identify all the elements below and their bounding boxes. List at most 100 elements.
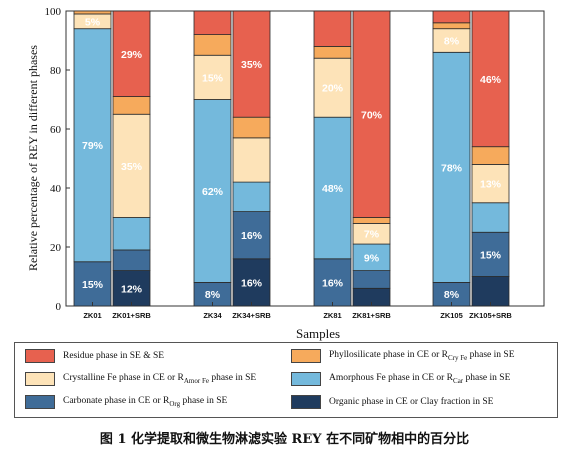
- data-label: 8%: [205, 289, 221, 301]
- legend-label: Phyllosilicate phase in CE or RCry Fe ph…: [329, 350, 515, 362]
- y-ticks: 0 20 40 60 80 100: [45, 6, 70, 313]
- data-label: 78%: [441, 162, 463, 174]
- legend-item-organic: Organic phase in CE or Clay fraction in …: [291, 395, 493, 409]
- bar-segment-carbonate: [112, 249, 151, 271]
- data-label: 35%: [241, 59, 263, 71]
- bar-segment-phyllosilicate: [471, 146, 510, 165]
- bar-segment-amorphous: [313, 116, 352, 260]
- bar-segment-crystalline: [471, 163, 510, 204]
- bar-segment-amorphous: [471, 202, 510, 233]
- bar-segment-residue: [313, 10, 352, 47]
- plot-border: [65, 10, 545, 307]
- data-labels: 15% 79% 5% 12% 35% 29% 8% 62% 15% 16% 16% 35% 16% 48%…: [82, 16, 502, 301]
- data-label: 16%: [241, 230, 263, 242]
- legend-swatch: [25, 395, 55, 409]
- legend-label: Crystalline Fe phase in CE or RAmor Fe p…: [63, 373, 257, 385]
- legend-swatch: [25, 372, 55, 386]
- data-label: 62%: [202, 186, 224, 198]
- x-tick-label: ZK34: [203, 311, 222, 320]
- bar-segment-phyllosilicate: [432, 22, 471, 30]
- bar-segment-residue: [112, 10, 151, 97]
- bars: [73, 10, 510, 307]
- data-label: 15%: [480, 249, 502, 261]
- data-label: 29%: [121, 49, 143, 61]
- bar-segment-residue: [352, 10, 391, 218]
- bar-segment-carbonate: [313, 258, 352, 307]
- data-label: 35%: [121, 161, 143, 173]
- legend-item-phyllosilicate: Phyllosilicate phase in CE or RCry Fe ph…: [291, 349, 515, 363]
- x-tick-label: ZK01+SRB: [112, 311, 151, 320]
- bar-segment-phyllosilicate: [232, 116, 271, 139]
- data-label: 15%: [202, 72, 224, 84]
- data-label: 13%: [480, 179, 502, 191]
- legend-swatch: [291, 395, 321, 409]
- legend-swatch: [291, 349, 321, 363]
- data-label: 16%: [241, 277, 263, 289]
- bar-segment-residue: [232, 10, 271, 118]
- x-tick-labels: ZK01 ZK01+SRB ZK34 ZK34+SRB ZK81 ZK81+SRB ZK10…: [83, 311, 512, 320]
- legend-label: Residue phase in SE & SE: [63, 351, 165, 361]
- y-tick-label: 80: [50, 65, 62, 77]
- bar-segment-phyllosilicate: [313, 46, 352, 59]
- bar-segment-crystalline: [112, 113, 151, 218]
- y-axis-label: Relative percentage of REY in different …: [26, 45, 40, 271]
- bar-segment-residue: [432, 10, 471, 24]
- legend-label: Organic phase in CE or Clay fraction in …: [329, 397, 494, 407]
- bar-segment-amorphous: [73, 28, 112, 263]
- legend-item-carbonate: Carbonate phase in CE or ROrg phase in S…: [25, 395, 227, 409]
- x-tick-label: ZK105: [440, 311, 463, 320]
- bar-segment-crystalline: [313, 57, 352, 118]
- y-tick-label: 100: [45, 6, 62, 18]
- data-label: 70%: [361, 109, 383, 121]
- data-label: 79%: [82, 140, 104, 152]
- bar-segment-carbonate: [73, 261, 112, 307]
- data-label: 12%: [121, 283, 143, 295]
- legend-label: Carbonate phase in CE or ROrg phase in S…: [63, 396, 228, 408]
- bar-segment-residue: [193, 10, 232, 36]
- figure-caption: 图 1 化学提取和微生物淋滤实验 REY 在不同矿物相中的百分比: [99, 432, 470, 447]
- bar-segment-crystalline: [193, 54, 232, 100]
- x-tick-label: ZK81+SRB: [352, 311, 391, 320]
- bar-segment-carbonate: [352, 270, 391, 289]
- legend: Residue phase in SE & SE Phyllosilicate p…: [14, 342, 558, 418]
- y-tick-label: 60: [50, 124, 62, 136]
- stacked-bar-chart: 0 20 40 60 80 100 15% 79% 5% 12% 35% 29% 8% 62% 15% 16…: [26, 6, 545, 341]
- bar-segment-amorphous: [232, 181, 271, 213]
- bar-segment-crystalline: [232, 137, 271, 183]
- data-label: 9%: [364, 252, 380, 264]
- data-label: 5%: [85, 16, 101, 28]
- y-tick-label: 20: [50, 242, 62, 254]
- y-tick-label: 40: [50, 183, 62, 195]
- bar-segment-residue: [471, 10, 510, 148]
- legend-label: Amorphous Fe phase in CE or RCar phase i…: [329, 373, 511, 385]
- legend-swatch: [25, 349, 55, 363]
- data-label: 7%: [364, 229, 380, 241]
- bar-segment-phyllosilicate: [193, 34, 232, 56]
- bar-segment-carbonate: [471, 231, 510, 277]
- legend-item-residue: Residue phase in SE & SE: [25, 349, 164, 363]
- plot-frame: [65, 10, 545, 307]
- legend-item-crystalline: Crystalline Fe phase in CE or RAmor Fe p…: [25, 372, 256, 386]
- legend-item-amorphous: Amorphous Fe phase in CE or RCar phase i…: [291, 372, 510, 386]
- bar-segment-phyllosilicate: [352, 217, 391, 224]
- x-tick-label: ZK81: [323, 311, 341, 320]
- data-label: 8%: [444, 289, 460, 301]
- bar-segment-organic: [232, 258, 271, 307]
- data-label: 48%: [322, 183, 344, 195]
- x-tick-label: ZK01: [83, 311, 101, 320]
- data-label: 16%: [322, 277, 344, 289]
- bar-segment-amorphous: [112, 217, 151, 251]
- data-label: 46%: [480, 74, 502, 86]
- data-label: 20%: [322, 83, 344, 95]
- bar-segment-phyllosilicate: [112, 96, 151, 115]
- x-tick-label: ZK34+SRB: [232, 311, 271, 320]
- bar-segment-carbonate: [232, 211, 271, 260]
- data-label: 8%: [444, 36, 460, 48]
- y-tick-label: 0: [56, 301, 62, 313]
- x-axis-label: Samples: [296, 326, 340, 341]
- legend-swatch: [291, 372, 321, 386]
- bar-segment-phyllosilicate: [73, 10, 112, 15]
- bar-segment-organic: [471, 276, 510, 307]
- data-label: 15%: [82, 279, 104, 291]
- x-tick-label: ZK105+SRB: [469, 311, 512, 320]
